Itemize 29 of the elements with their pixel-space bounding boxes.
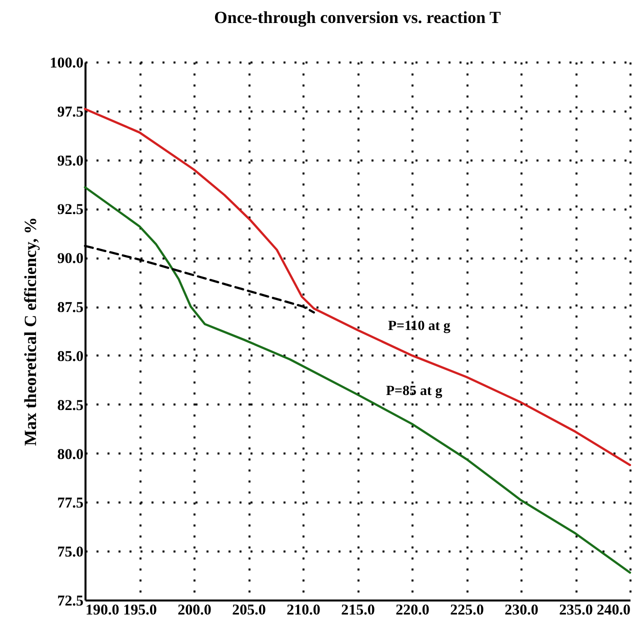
y-tick-label: 97.5 — [57, 104, 84, 120]
y-tick-label: 85.0 — [57, 348, 84, 365]
x-tick-label: 235.0 — [559, 602, 593, 618]
annotation: P=85 at g — [386, 384, 442, 399]
y-axis-title: Max theoretical C efficiency, % — [20, 217, 40, 446]
y-tick-label: 92.5 — [57, 202, 84, 218]
x-tick-label: 240.0 — [596, 602, 630, 618]
x-tick-label: 230.0 — [504, 602, 538, 618]
y-tick-label: 80.0 — [57, 446, 84, 463]
x-tick-label: 215.0 — [341, 602, 375, 618]
x-tick-label: 210.0 — [286, 602, 320, 618]
y-tick-label: 72.5 — [57, 594, 84, 610]
line-series — [84, 108, 632, 466]
line-series — [84, 186, 632, 574]
x-tick-label: 200.0 — [178, 602, 212, 618]
y-tick-label: 82.5 — [57, 398, 84, 414]
y-tick-label: 90.0 — [57, 251, 84, 268]
chart-title: Once-through conversion vs. reaction T — [214, 8, 502, 27]
x-tick-label: 205.0 — [232, 602, 266, 618]
y-tick-label: 77.5 — [57, 496, 84, 512]
y-tick-label: 100.0 — [50, 56, 84, 72]
y-tick-label: 75.0 — [57, 544, 84, 561]
x-tick-label: 195.0 — [123, 602, 157, 618]
annotation: P=110 at g — [388, 319, 450, 334]
y-tick-label: 87.5 — [57, 300, 84, 316]
x-tick-label: 220.0 — [396, 602, 430, 618]
x-tick-label: 225.0 — [450, 602, 484, 618]
y-tick-label: 95.0 — [57, 153, 84, 170]
x-tick-label: 190.0 — [86, 602, 120, 618]
